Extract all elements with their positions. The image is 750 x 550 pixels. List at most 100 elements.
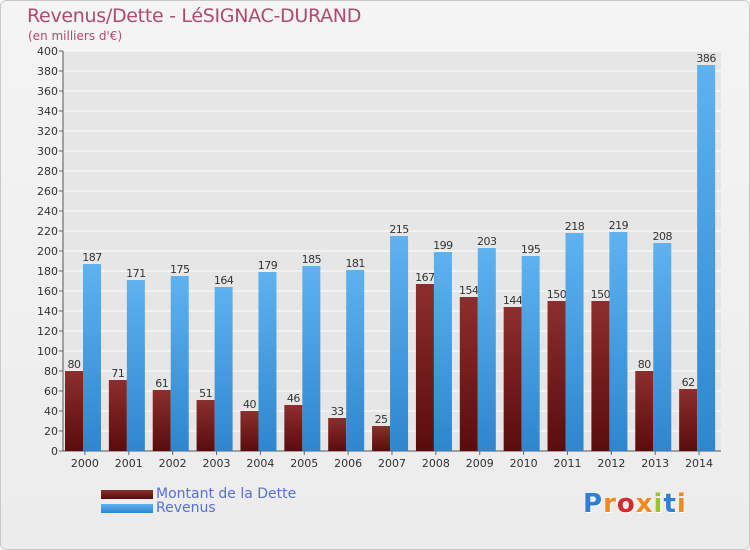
data-label-dette: 61: [155, 377, 168, 390]
y-tick-label: 0: [51, 445, 58, 458]
bar-dette: [65, 371, 83, 451]
x-tick-label: 2005: [290, 457, 318, 470]
chart-subtitle: (en milliers d'€): [28, 29, 123, 43]
data-label-revenus: 199: [433, 239, 453, 252]
data-label-dette: 167: [415, 271, 435, 284]
data-label-revenus: 179: [258, 259, 278, 272]
y-tick-label: 200: [37, 245, 58, 258]
x-tick-label: 2002: [159, 457, 187, 470]
bar-revenus: [609, 232, 628, 451]
y-tick-label: 300: [37, 145, 58, 158]
bar-dette: [459, 297, 478, 451]
y-tick-label: 100: [37, 345, 58, 358]
x-tick-label: 2012: [597, 457, 625, 470]
logo-letter: t: [663, 489, 677, 519]
bar-revenus: [697, 65, 716, 451]
data-label-revenus: 195: [521, 243, 541, 256]
bar-revenus: [214, 287, 233, 451]
bar-revenus: [653, 243, 672, 451]
bar-dette: [547, 301, 566, 451]
logo-letter: x: [635, 489, 654, 519]
bar-dette: [108, 380, 127, 451]
x-tick-label: 2008: [422, 457, 450, 470]
data-label-revenus: 181: [345, 257, 365, 270]
x-tick-label: 2011: [553, 457, 581, 470]
x-tick-label: 2000: [71, 457, 99, 470]
logo-letter: P: [583, 489, 604, 519]
bar-dette: [503, 307, 522, 451]
x-tick-label: 2013: [641, 457, 669, 470]
legend-label-dette: Montant de la Dette: [156, 486, 297, 502]
y-tick-label: 140: [37, 305, 58, 318]
bar-dette: [328, 418, 347, 451]
bar-revenus: [126, 280, 145, 451]
bar-dette: [284, 405, 303, 451]
data-label-dette: 144: [503, 294, 523, 307]
y-tick-label: 80: [44, 365, 58, 378]
y-tick-label: 60: [44, 385, 58, 398]
x-tick-label: 2001: [115, 457, 143, 470]
y-tick-label: 340: [37, 105, 58, 118]
bar-revenus: [83, 264, 101, 451]
bar-revenus: [477, 248, 496, 451]
data-label-dette: 71: [111, 367, 124, 380]
data-label-dette: 150: [547, 288, 567, 301]
data-label-dette: 62: [682, 376, 695, 389]
proxiti-logo: Proxiti: [583, 489, 687, 519]
bar-revenus: [258, 272, 277, 451]
data-label-revenus: 208: [653, 230, 673, 243]
y-tick-label: 220: [37, 225, 58, 238]
logo-letter: o: [616, 489, 636, 519]
y-tick-label: 160: [37, 285, 58, 298]
y-tick-label: 240: [37, 205, 58, 218]
chart-title: Revenus/Dette - LéSIGNAC-DURAND: [27, 5, 362, 27]
data-label-dette: 33: [331, 405, 344, 418]
legend-label-revenus: Revenus: [156, 500, 216, 516]
data-label-revenus: 175: [170, 263, 190, 276]
data-label-dette: 46: [287, 392, 300, 405]
y-tick-label: 120: [37, 325, 58, 338]
data-label-revenus: 203: [477, 235, 497, 248]
logo-letter: i: [676, 489, 687, 519]
y-tick-label: 180: [37, 265, 58, 278]
bar-dette: [415, 284, 434, 451]
data-label-revenus: 386: [696, 52, 716, 65]
y-tick-label: 400: [37, 45, 58, 58]
data-label-dette: 40: [243, 398, 256, 411]
y-tick-label: 380: [37, 65, 58, 78]
data-label-revenus: 171: [126, 267, 146, 280]
data-label-revenus: 187: [82, 251, 102, 264]
x-tick-label: 2006: [334, 457, 362, 470]
x-tick-label: 2003: [203, 457, 231, 470]
data-label-revenus: 164: [214, 274, 234, 287]
logo-letter: i: [653, 489, 664, 519]
y-tick-label: 280: [37, 165, 58, 178]
bar-revenus: [390, 236, 409, 451]
data-label-revenus: 218: [565, 220, 585, 233]
data-label-dette: 154: [459, 284, 479, 297]
data-label-revenus: 219: [609, 219, 629, 232]
bar-revenus: [565, 233, 584, 451]
x-tick-label: 2014: [685, 457, 713, 470]
y-tick-label: 260: [37, 185, 58, 198]
legend-swatch-dette: [101, 490, 153, 499]
logo-letter: r: [603, 489, 617, 519]
data-label-revenus: 215: [389, 223, 409, 236]
bar-revenus: [302, 266, 321, 451]
bar-revenus: [521, 256, 540, 451]
bar-revenus: [346, 270, 365, 451]
bar-dette: [679, 389, 698, 451]
bar-dette: [240, 411, 259, 451]
data-label-dette: 150: [591, 288, 611, 301]
bar-dette: [196, 400, 215, 451]
x-tick-label: 2010: [510, 457, 538, 470]
bar-revenus: [170, 276, 189, 451]
y-tick-label: 360: [37, 85, 58, 98]
data-label-dette: 25: [375, 413, 388, 426]
data-label-dette: 80: [68, 358, 81, 371]
y-tick-label: 40: [44, 405, 58, 418]
x-tick-label: 2004: [246, 457, 274, 470]
x-tick-label: 2007: [378, 457, 406, 470]
